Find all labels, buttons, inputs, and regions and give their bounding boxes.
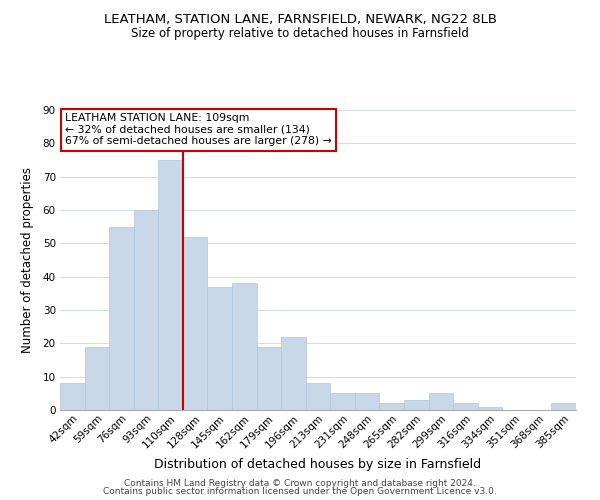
Bar bbox=[281, 336, 306, 410]
Text: Contains HM Land Registry data © Crown copyright and database right 2024.: Contains HM Land Registry data © Crown c… bbox=[124, 478, 476, 488]
Bar bbox=[183, 236, 208, 410]
Text: LEATHAM, STATION LANE, FARNSFIELD, NEWARK, NG22 8LB: LEATHAM, STATION LANE, FARNSFIELD, NEWAR… bbox=[104, 12, 497, 26]
Bar bbox=[257, 346, 281, 410]
Bar bbox=[551, 404, 576, 410]
Bar bbox=[232, 284, 257, 410]
Bar bbox=[355, 394, 379, 410]
Bar bbox=[330, 394, 355, 410]
Bar bbox=[379, 404, 404, 410]
Bar bbox=[158, 160, 183, 410]
Bar bbox=[60, 384, 85, 410]
Y-axis label: Number of detached properties: Number of detached properties bbox=[22, 167, 34, 353]
X-axis label: Distribution of detached houses by size in Farnsfield: Distribution of detached houses by size … bbox=[154, 458, 482, 471]
Bar bbox=[109, 226, 134, 410]
Bar bbox=[453, 404, 478, 410]
Text: Size of property relative to detached houses in Farnsfield: Size of property relative to detached ho… bbox=[131, 28, 469, 40]
Bar bbox=[208, 286, 232, 410]
Bar bbox=[478, 406, 502, 410]
Bar bbox=[306, 384, 330, 410]
Bar bbox=[428, 394, 453, 410]
Text: Contains public sector information licensed under the Open Government Licence v3: Contains public sector information licen… bbox=[103, 487, 497, 496]
Text: LEATHAM STATION LANE: 109sqm
← 32% of detached houses are smaller (134)
67% of s: LEATHAM STATION LANE: 109sqm ← 32% of de… bbox=[65, 113, 332, 146]
Bar bbox=[85, 346, 109, 410]
Bar bbox=[404, 400, 428, 410]
Bar bbox=[134, 210, 158, 410]
